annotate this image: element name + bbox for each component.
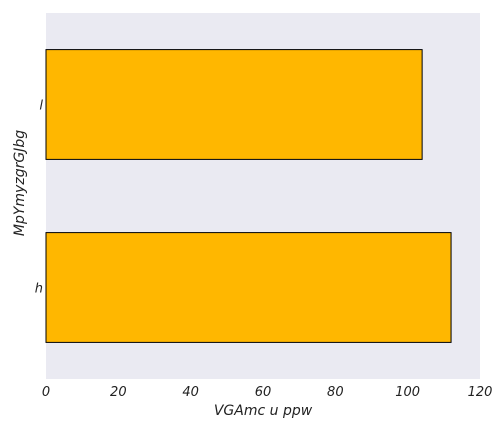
- x-tick-label: 0: [42, 385, 50, 400]
- y-tick-label: h: [35, 282, 43, 297]
- x-tick-label: 40: [182, 385, 199, 400]
- x-tick-label: 60: [255, 385, 272, 400]
- bars-group: [45, 49, 452, 343]
- x-tick-label: 80: [327, 385, 344, 400]
- bar-h: [45, 232, 452, 343]
- x-tick-label: 100: [395, 385, 420, 400]
- x-tick-labels: 0 20 40 60 80 100 120: [42, 385, 493, 400]
- x-tick-label: 120: [468, 385, 493, 400]
- y-tick-labels: lh: [35, 99, 44, 297]
- y-tick-label: l: [39, 99, 43, 114]
- y-axis-label: MpYmyzgrGJbg: [12, 130, 28, 236]
- x-axis-label: VGAmc u ppw: [214, 403, 313, 419]
- bar-l: [45, 49, 423, 160]
- x-tick-label: 20: [110, 385, 127, 400]
